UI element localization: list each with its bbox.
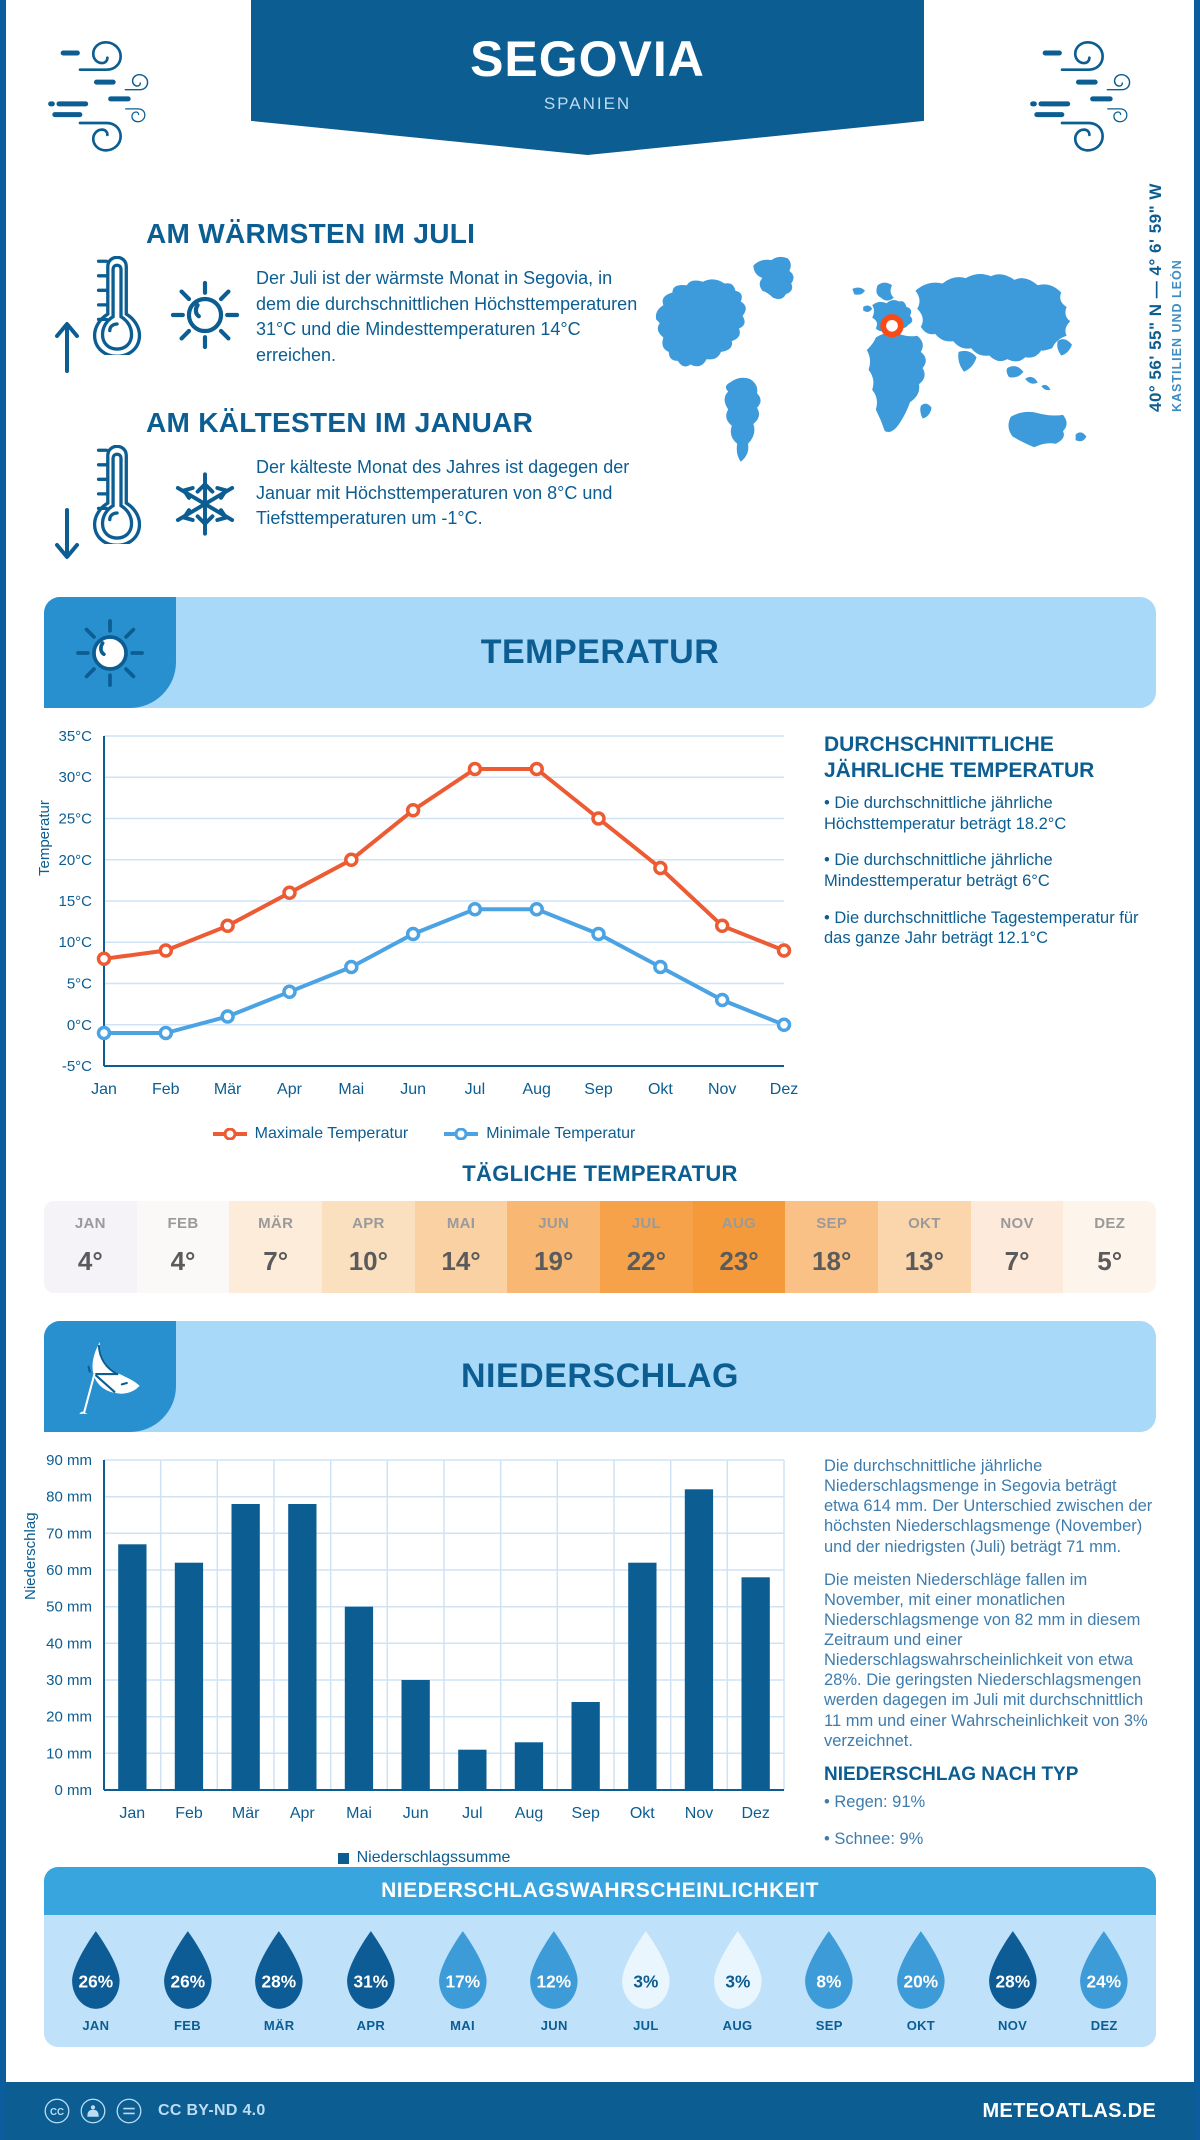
svg-text:50 mm: 50 mm [46,1599,92,1616]
svg-text:Mai: Mai [338,1081,364,1098]
svg-text:Feb: Feb [175,1805,203,1822]
svg-text:Dez: Dez [770,1081,798,1098]
svg-text:Apr: Apr [277,1081,303,1098]
svg-text:Okt: Okt [630,1805,655,1822]
svg-text:10 mm: 10 mm [46,1745,92,1762]
svg-text:60 mm: 60 mm [46,1562,92,1579]
svg-text:24%: 24% [1087,1971,1122,1991]
svg-text:Jun: Jun [400,1081,426,1098]
svg-text:Mai: Mai [346,1805,372,1822]
svg-text:Jan: Jan [91,1081,117,1098]
svg-text:80 mm: 80 mm [46,1489,92,1506]
svg-text:8%: 8% [817,1971,842,1991]
svg-text:10°C: 10°C [58,934,92,951]
svg-text:Aug: Aug [522,1081,550,1098]
svg-text:70 mm: 70 mm [46,1525,92,1542]
svg-text:30°C: 30°C [58,769,92,786]
svg-text:0 mm: 0 mm [55,1782,93,1799]
svg-text:Jul: Jul [465,1081,485,1098]
svg-text:Mär: Mär [232,1805,260,1822]
svg-text:-5°C: -5°C [62,1058,92,1075]
svg-text:90 mm: 90 mm [46,1452,92,1469]
svg-text:Mär: Mär [214,1081,242,1098]
svg-text:15°C: 15°C [58,893,92,910]
svg-text:20°C: 20°C [58,852,92,869]
svg-text:17%: 17% [445,1971,480,1991]
svg-text:CC: CC [50,2107,64,2118]
svg-text:Sep: Sep [584,1081,613,1098]
svg-text:35°C: 35°C [58,728,92,745]
svg-text:25°C: 25°C [58,811,92,828]
svg-text:28%: 28% [262,1971,297,1991]
svg-text:Aug: Aug [515,1805,543,1822]
svg-text:Feb: Feb [152,1081,180,1098]
svg-text:Dez: Dez [741,1805,769,1822]
svg-text:26%: 26% [79,1971,114,1991]
svg-text:Nov: Nov [708,1081,736,1098]
svg-text:28%: 28% [995,1971,1030,1991]
svg-text:Jul: Jul [462,1805,482,1822]
svg-text:20%: 20% [904,1971,939,1991]
svg-text:5°C: 5°C [67,976,92,993]
svg-text:Apr: Apr [290,1805,316,1822]
svg-text:Jan: Jan [119,1805,145,1822]
svg-text:31%: 31% [354,1971,389,1991]
svg-text:Sep: Sep [571,1805,600,1822]
svg-text:0°C: 0°C [67,1017,92,1034]
svg-text:Okt: Okt [648,1081,673,1098]
svg-text:20 mm: 20 mm [46,1709,92,1726]
svg-text:26%: 26% [170,1971,205,1991]
svg-text:40 mm: 40 mm [46,1635,92,1652]
svg-text:12%: 12% [537,1971,572,1991]
svg-text:Nov: Nov [685,1805,713,1822]
svg-text:3%: 3% [633,1971,658,1991]
svg-text:Jun: Jun [403,1805,429,1822]
svg-text:30 mm: 30 mm [46,1672,92,1689]
svg-text:3%: 3% [725,1971,750,1991]
